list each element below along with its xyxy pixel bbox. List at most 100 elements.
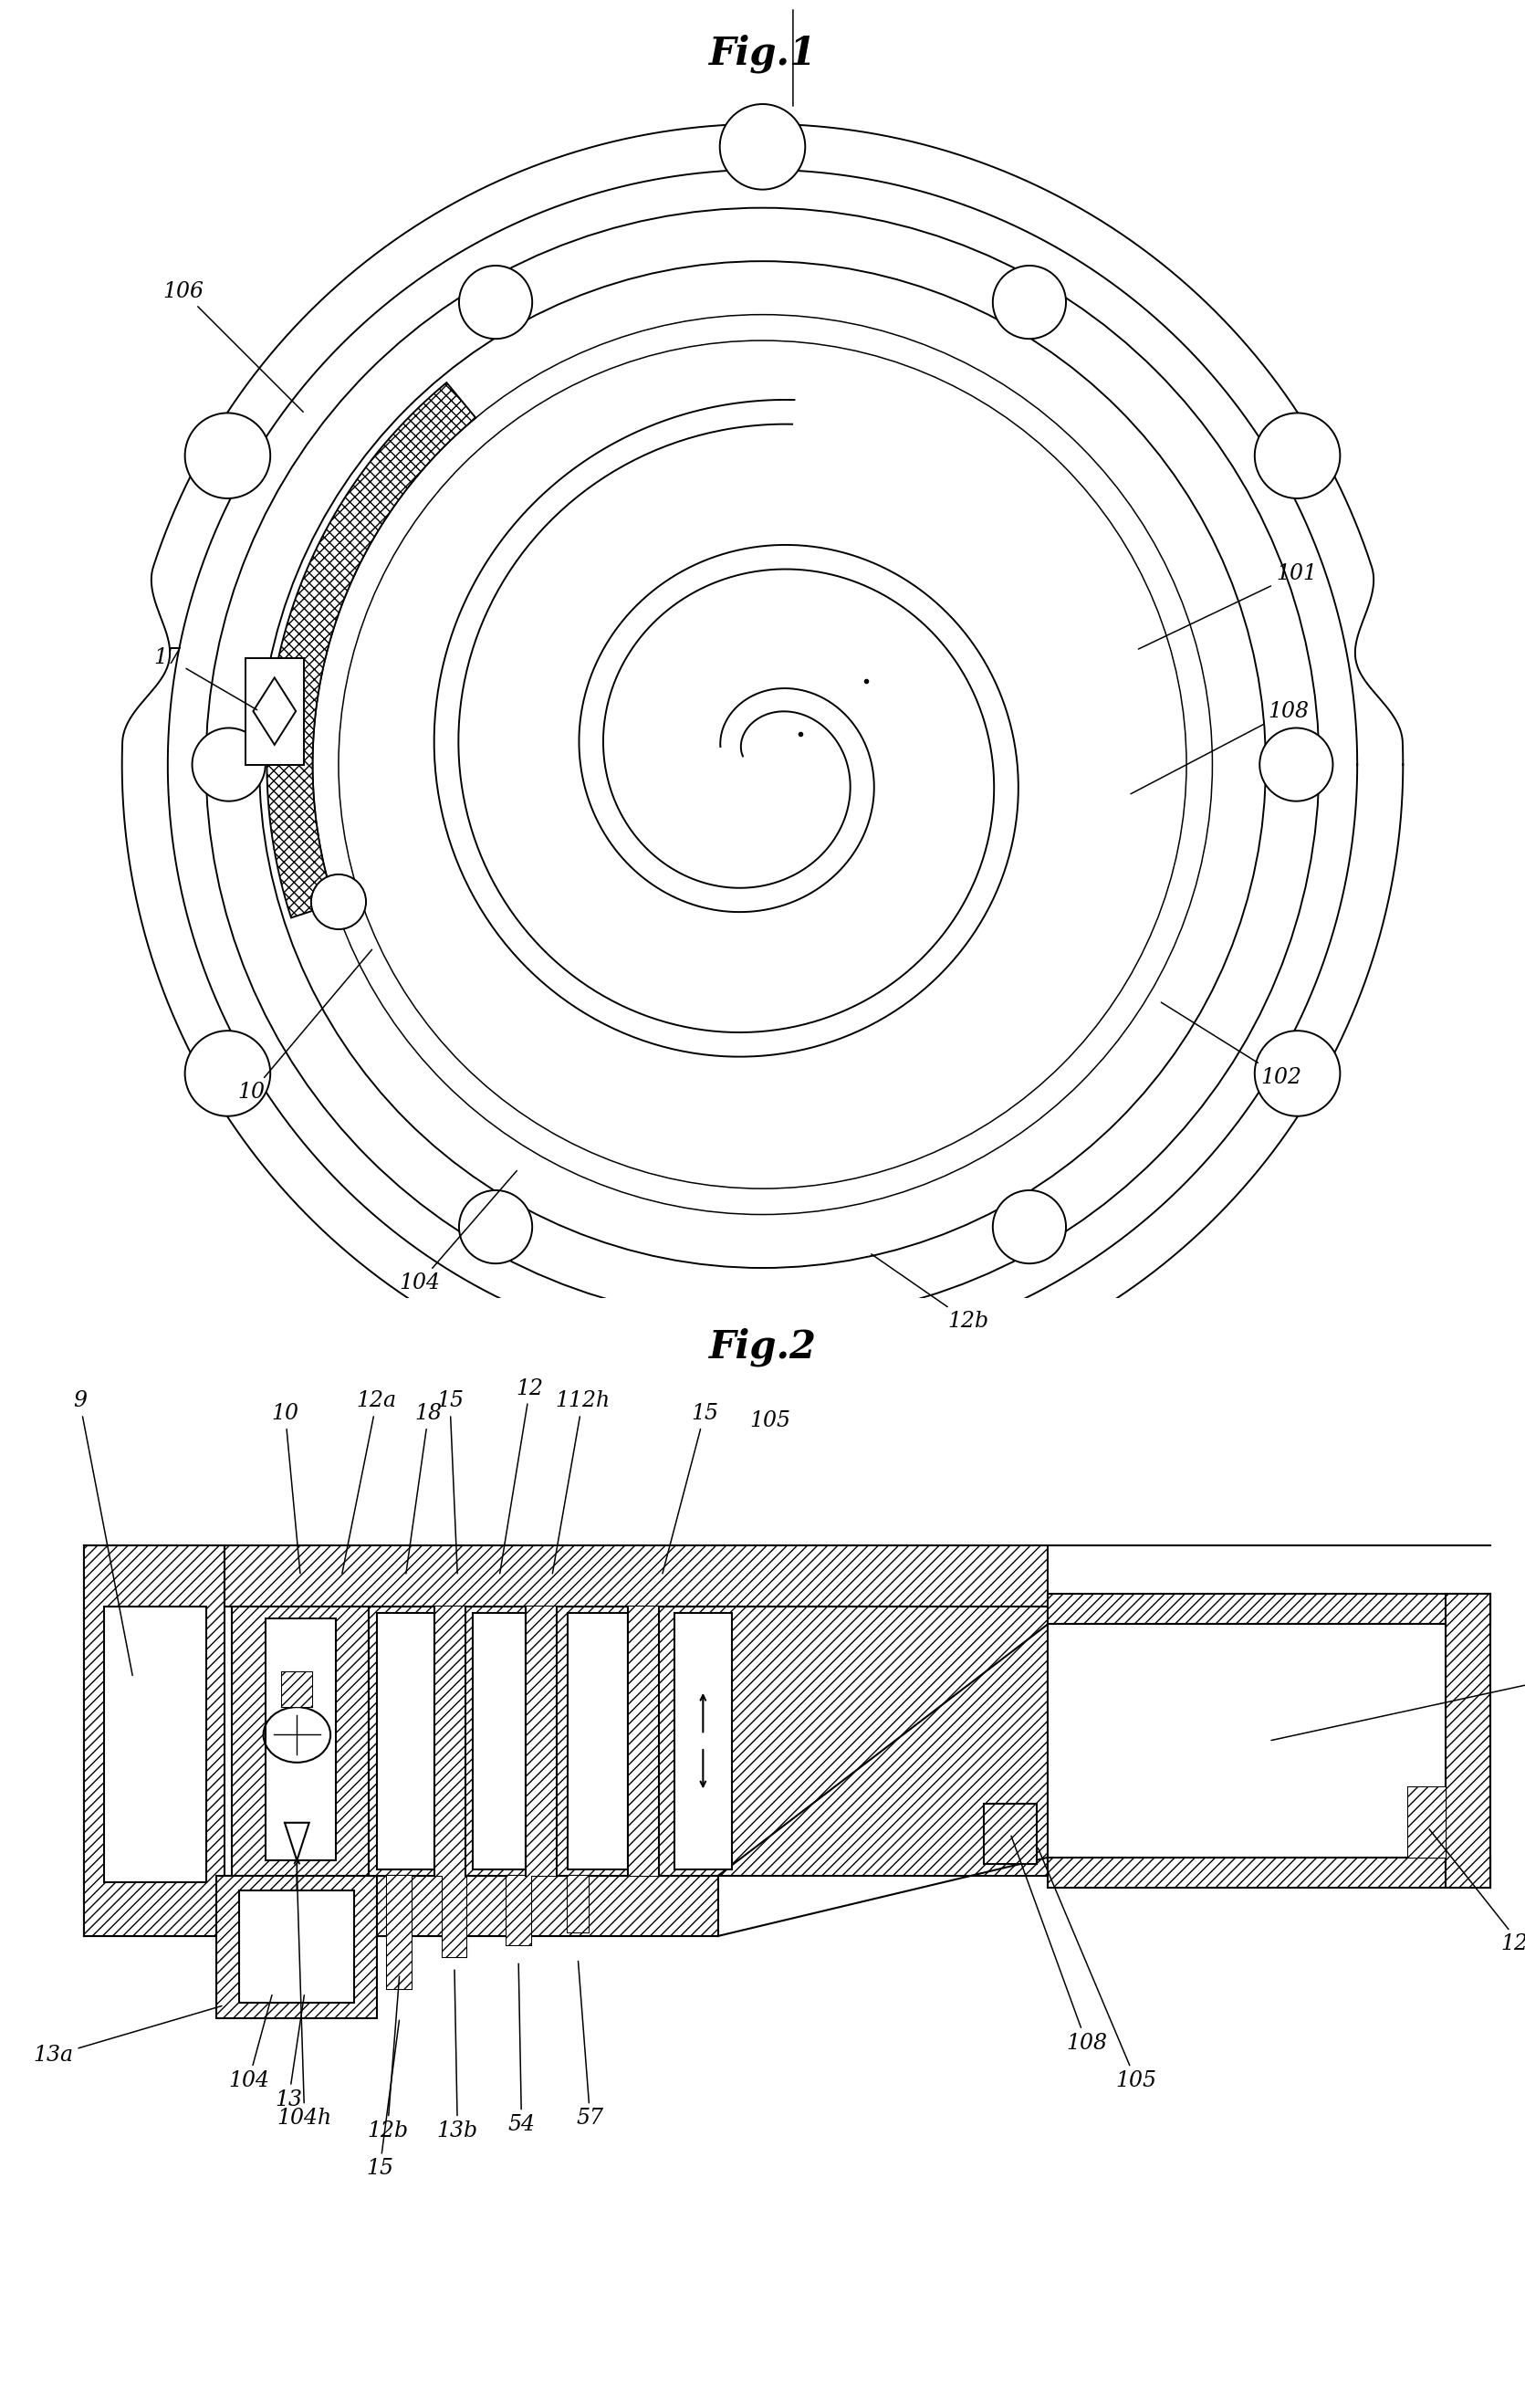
Bar xyxy=(473,1613,526,1869)
Bar xyxy=(506,1876,531,1946)
Text: 12a: 12a xyxy=(342,1389,397,1572)
Text: 105: 105 xyxy=(750,1411,790,1430)
Circle shape xyxy=(1255,414,1340,498)
Circle shape xyxy=(720,104,805,190)
Text: 13a: 13a xyxy=(34,2006,221,2066)
Bar xyxy=(628,1606,659,1876)
Bar xyxy=(265,1618,336,1861)
Circle shape xyxy=(313,315,1212,1214)
Bar xyxy=(1048,1857,1490,1888)
Text: 9: 9 xyxy=(73,1389,133,1676)
Bar xyxy=(435,1606,465,1876)
Bar xyxy=(1446,1594,1490,1888)
Circle shape xyxy=(993,265,1066,340)
Bar xyxy=(567,1876,589,1931)
Bar xyxy=(984,1804,1037,1864)
Circle shape xyxy=(192,727,265,802)
Bar xyxy=(526,1606,557,1876)
Bar xyxy=(1048,1594,1490,1625)
Text: 12b: 12b xyxy=(366,1977,409,2141)
Text: 15: 15 xyxy=(436,1389,464,1572)
Bar xyxy=(282,1671,313,1707)
Bar xyxy=(84,1546,224,1936)
Text: 102: 102 xyxy=(1161,1002,1301,1088)
Bar xyxy=(387,1876,412,1989)
Bar xyxy=(369,1606,1048,1876)
Text: 15: 15 xyxy=(366,2020,400,2179)
Bar xyxy=(1048,1625,1446,1857)
Circle shape xyxy=(185,1031,270,1117)
Circle shape xyxy=(1260,727,1333,802)
Text: 105: 105 xyxy=(1039,1847,1156,2090)
Circle shape xyxy=(459,1190,532,1264)
Bar xyxy=(628,1606,659,1876)
Text: 12b: 12b xyxy=(871,1255,990,1332)
Circle shape xyxy=(993,1190,1066,1264)
Bar xyxy=(104,1606,206,1883)
Circle shape xyxy=(339,340,1186,1190)
Text: 12: 12 xyxy=(500,1377,543,1572)
Text: 57: 57 xyxy=(576,1960,604,2129)
Circle shape xyxy=(206,207,1319,1322)
Bar xyxy=(377,1613,435,1869)
Text: 104: 104 xyxy=(400,1170,517,1293)
Text: 12c: 12c xyxy=(1429,1830,1525,1955)
Bar xyxy=(1048,1857,1490,1888)
Text: Fig.1: Fig.1 xyxy=(709,34,816,72)
Bar xyxy=(246,657,303,766)
Text: 10: 10 xyxy=(271,1404,300,1572)
Text: 101: 101 xyxy=(1139,563,1316,650)
Bar xyxy=(84,1546,224,1936)
Bar xyxy=(224,1876,718,1936)
Circle shape xyxy=(185,414,270,498)
Text: 104h: 104h xyxy=(278,1876,332,2129)
Bar xyxy=(1408,1787,1446,1857)
Circle shape xyxy=(1255,1031,1340,1117)
Circle shape xyxy=(459,265,532,340)
Bar xyxy=(387,1876,412,1989)
Bar xyxy=(506,1876,531,1946)
Bar xyxy=(435,1606,465,1876)
Polygon shape xyxy=(282,1671,313,1707)
Bar xyxy=(387,1876,412,1989)
Text: Fig.2: Fig.2 xyxy=(709,1329,816,1368)
Text: 13: 13 xyxy=(274,1996,305,2109)
Text: 12: 12 xyxy=(779,0,807,106)
Bar xyxy=(526,1606,557,1876)
Bar xyxy=(369,1606,1048,1876)
Polygon shape xyxy=(267,383,476,917)
Polygon shape xyxy=(285,1823,310,1861)
Bar xyxy=(232,1606,369,1876)
Bar xyxy=(224,1546,1048,1606)
Text: 54: 54 xyxy=(508,1963,535,2136)
Circle shape xyxy=(720,1339,805,1426)
Bar xyxy=(1408,1787,1446,1857)
Text: 112h: 112h xyxy=(552,1389,610,1572)
Bar xyxy=(224,1876,718,1936)
Bar xyxy=(442,1876,467,1958)
Bar xyxy=(217,1876,377,2018)
Text: 108: 108 xyxy=(1011,1835,1107,2054)
Bar xyxy=(1446,1594,1490,1888)
Bar xyxy=(567,1613,628,1869)
Text: 10: 10 xyxy=(238,949,372,1103)
Text: 17: 17 xyxy=(1272,1666,1525,1741)
Bar xyxy=(442,1876,467,1958)
Bar xyxy=(567,1876,589,1931)
Bar xyxy=(674,1613,732,1869)
Text: 104: 104 xyxy=(229,1996,271,2090)
Text: 18: 18 xyxy=(406,1404,442,1572)
Bar xyxy=(984,1804,1037,1864)
Text: 106: 106 xyxy=(163,282,303,412)
Text: 13b: 13b xyxy=(436,1970,479,2141)
Bar xyxy=(232,1606,369,1876)
Bar xyxy=(1408,1787,1446,1857)
Bar xyxy=(282,1671,313,1707)
Text: 15: 15 xyxy=(662,1404,718,1572)
Bar xyxy=(506,1876,531,1946)
Bar xyxy=(239,1890,354,2003)
Polygon shape xyxy=(253,677,296,744)
Circle shape xyxy=(259,260,1266,1269)
Bar xyxy=(217,1876,377,2018)
Text: 17: 17 xyxy=(154,648,258,710)
